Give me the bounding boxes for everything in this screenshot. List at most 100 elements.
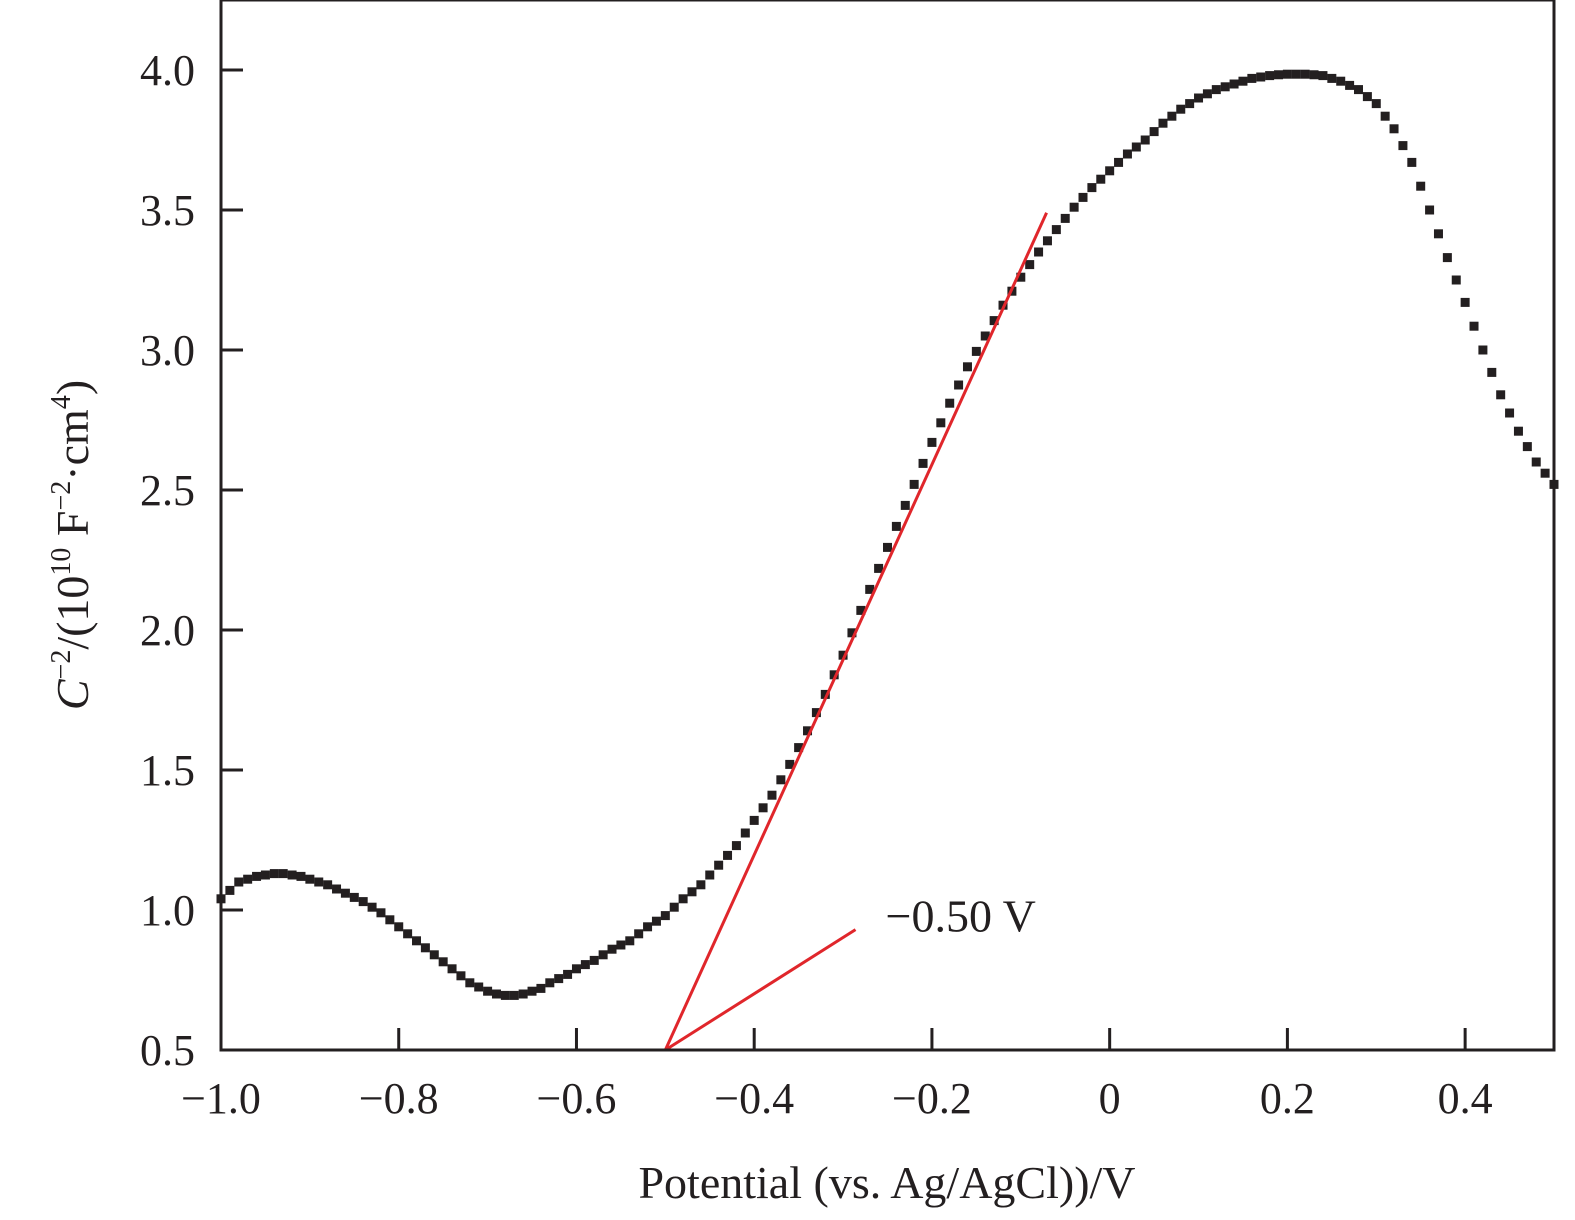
data-point xyxy=(971,346,981,356)
data-point xyxy=(465,978,475,988)
data-point xyxy=(571,964,581,974)
y-axis-label: C−2/(1010 F−2·cm4) xyxy=(46,380,98,710)
data-point xyxy=(758,803,768,813)
data-point xyxy=(1505,408,1515,418)
y-tick-label: 0.5 xyxy=(140,1026,195,1075)
data-point xyxy=(527,986,537,996)
data-point xyxy=(740,828,750,838)
data-point xyxy=(954,380,964,390)
data-point xyxy=(412,936,422,946)
data-point xyxy=(1300,69,1310,79)
y-label-exp3: 4 xyxy=(46,395,77,409)
x-tick-label: 0.4 xyxy=(1438,1074,1493,1123)
data-point xyxy=(1158,118,1168,128)
data-point xyxy=(1345,80,1355,90)
data-point xyxy=(385,915,395,925)
data-point xyxy=(660,911,670,921)
data-point xyxy=(909,479,919,489)
y-label-symbol-exp: −2 xyxy=(46,650,77,680)
y-tick-label: 4.0 xyxy=(140,46,195,95)
data-point xyxy=(945,398,955,408)
data-point xyxy=(1540,468,1550,478)
y-label-unit-post: ) xyxy=(47,380,98,395)
data-point xyxy=(483,986,493,996)
data-point xyxy=(1078,192,1088,202)
data-point xyxy=(1220,82,1230,92)
data-point xyxy=(1478,345,1488,355)
data-point xyxy=(714,860,724,870)
data-point xyxy=(1425,205,1435,215)
data-point xyxy=(1140,135,1150,145)
data-point xyxy=(491,989,501,999)
data-point xyxy=(252,871,262,881)
data-point xyxy=(1291,69,1301,79)
data-markers xyxy=(216,69,1559,1000)
data-point xyxy=(1513,426,1523,436)
data-point xyxy=(1282,69,1292,79)
annotation-pointer-line xyxy=(664,928,857,1052)
data-point xyxy=(1265,71,1275,81)
data-point xyxy=(705,870,715,880)
data-point xyxy=(1016,272,1026,282)
data-point xyxy=(1202,89,1212,99)
data-point xyxy=(260,870,270,880)
data-point xyxy=(580,960,590,970)
x-tick-label: −0.2 xyxy=(892,1074,972,1123)
data-point xyxy=(776,775,786,785)
data-point xyxy=(509,990,519,1000)
data-point xyxy=(500,990,510,1000)
data-point xyxy=(669,902,679,912)
data-point xyxy=(1336,76,1346,86)
data-point xyxy=(1069,202,1079,212)
y-tick-label: 1.0 xyxy=(140,886,195,935)
y-tick-label: 2.0 xyxy=(140,606,195,655)
data-point xyxy=(1256,72,1266,82)
x-tick-label: −0.8 xyxy=(359,1074,439,1123)
data-point xyxy=(1362,92,1372,102)
data-point xyxy=(1096,174,1106,184)
x-tick-label: 0.2 xyxy=(1260,1074,1315,1123)
data-point xyxy=(1051,225,1061,235)
data-point xyxy=(767,790,777,800)
y-axis-ticks: 0.5 1.0 1.5 2.0 2.5 3.0 3.5 4.0 xyxy=(140,46,243,1075)
data-point xyxy=(1469,321,1479,331)
data-point xyxy=(1380,111,1390,121)
data-point xyxy=(234,877,244,887)
data-point xyxy=(1309,70,1319,80)
x-tick-label: 0 xyxy=(1099,1074,1121,1123)
data-point xyxy=(838,650,848,660)
data-point xyxy=(962,362,972,372)
data-point xyxy=(749,815,759,825)
data-point xyxy=(438,957,448,967)
data-point xyxy=(616,940,626,950)
data-point xyxy=(883,542,892,552)
data-point xyxy=(874,563,884,573)
data-point xyxy=(829,670,839,680)
data-point xyxy=(296,871,306,881)
y-label-unit-mid: F xyxy=(47,510,98,547)
data-point xyxy=(1105,166,1115,176)
data-point xyxy=(1389,124,1399,134)
data-point xyxy=(1433,229,1443,239)
y-label-unit-mid2: ·cm xyxy=(47,409,98,481)
data-point xyxy=(563,969,573,979)
data-point xyxy=(820,689,830,699)
data-point xyxy=(651,916,661,926)
y-label-exp2: −2 xyxy=(46,481,77,511)
data-point xyxy=(1318,71,1328,81)
data-point xyxy=(1416,181,1426,191)
data-point xyxy=(1176,104,1186,114)
y-label-unit-pre: /(10 xyxy=(47,576,98,650)
data-point xyxy=(1167,111,1177,121)
data-point xyxy=(900,500,910,510)
y-label-symbol: C xyxy=(47,678,98,710)
linear-fit-line xyxy=(663,212,1048,1051)
data-point xyxy=(847,628,857,638)
data-point xyxy=(269,869,279,879)
data-point xyxy=(420,943,430,953)
data-point xyxy=(536,983,546,993)
data-point xyxy=(1451,275,1461,285)
data-point xyxy=(731,841,741,851)
data-point xyxy=(332,884,342,894)
data-point xyxy=(634,929,644,939)
